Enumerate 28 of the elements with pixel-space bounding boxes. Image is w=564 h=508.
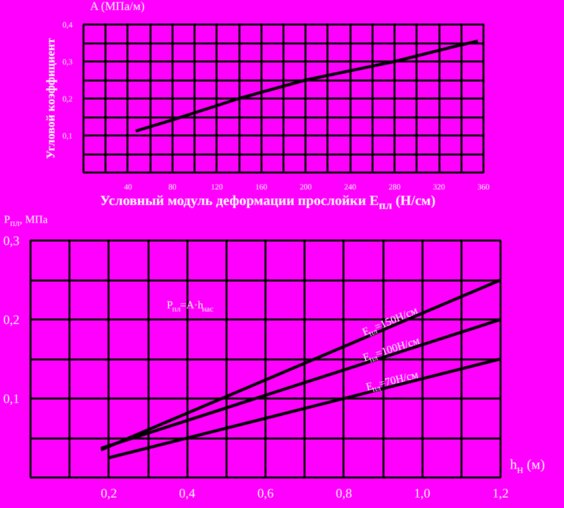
x-tick-label: 360 bbox=[478, 182, 490, 192]
x-tick-label: 240 bbox=[344, 182, 356, 192]
y-tick-label: 0,1 bbox=[62, 132, 72, 140]
y-tick-label: 0,1 bbox=[3, 391, 20, 406]
x-tick-label: 1,2 bbox=[492, 486, 509, 500]
y-tick-label: 0,3 bbox=[62, 58, 72, 66]
y-tick-label: 0,2 bbox=[3, 312, 20, 327]
x-tick-label: 0,4 bbox=[179, 486, 196, 500]
x-tick-label: 0,6 bbox=[257, 486, 274, 500]
x-tick-label: 160 bbox=[255, 182, 268, 192]
y-tick-label: 0,3 bbox=[3, 233, 20, 248]
x-tick-label: 120 bbox=[210, 182, 223, 192]
x-tick-label: 40 bbox=[124, 182, 132, 192]
x-tick-label: 0,8 bbox=[336, 486, 352, 500]
y-tick-label: 0,4 bbox=[62, 20, 72, 30]
x-tick-label: 320 bbox=[433, 182, 446, 192]
y-axis-title: Угловой коэффициент bbox=[44, 38, 58, 159]
x-axis-title: h$_{н}$ (м) bbox=[510, 458, 545, 477]
x-tick-label: 280 bbox=[388, 182, 401, 192]
y-tick-label: 0,2 bbox=[62, 94, 72, 104]
x-tick-label: 200 bbox=[300, 182, 312, 192]
text: Eпл=70Н/см bbox=[364, 368, 420, 394]
y-axis-title: P$_{пл}$, МПа bbox=[4, 214, 48, 228]
x-tick-label: 0,2 bbox=[100, 486, 117, 500]
chart-title: A (МПа/м) bbox=[90, 0, 145, 14]
x-axis-title: Условный модуль деформации прослойки E$_{пл}$ (Н/см) bbox=[100, 194, 436, 213]
x-tick-label: 1,0 bbox=[414, 486, 430, 500]
x-tick-label: 80 bbox=[168, 182, 176, 192]
